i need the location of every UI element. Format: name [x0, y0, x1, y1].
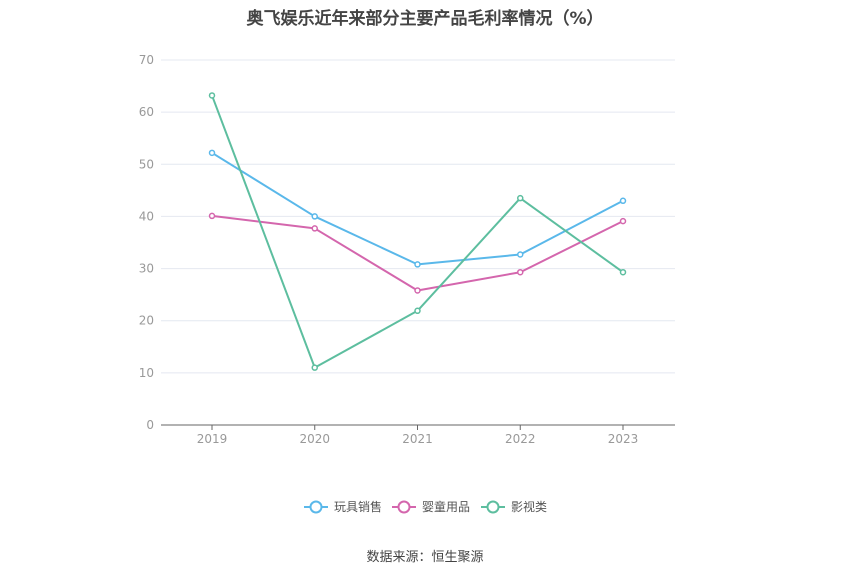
- y-tick-label: 10: [139, 366, 154, 380]
- data-point[interactable]: [311, 225, 318, 232]
- x-tick-label: 2022: [505, 432, 536, 446]
- data-point[interactable]: [208, 212, 216, 220]
- y-tick-label: 40: [139, 209, 154, 223]
- series-group: [208, 92, 627, 371]
- legend-marker-icon: [486, 500, 500, 514]
- y-tick-label: 20: [139, 314, 154, 328]
- legend-item[interactable]: 影视类: [481, 499, 547, 514]
- data-point[interactable]: [619, 268, 627, 276]
- legend-item[interactable]: 婴童用品: [392, 499, 470, 514]
- x-tick-label: 2023: [608, 432, 639, 446]
- y-tick-label: 70: [139, 53, 154, 67]
- legend-label: 玩具销售: [334, 499, 382, 514]
- legend-marker-icon: [309, 500, 323, 514]
- data-point[interactable]: [414, 307, 421, 315]
- series-3: [208, 92, 627, 371]
- series-2: [208, 212, 627, 294]
- y-axis: 0 10 20 30 40 50 60 70: [139, 53, 154, 432]
- legend-marker-icon: [397, 500, 411, 514]
- x-tick-label: 2021: [402, 432, 433, 446]
- y-tick-label: 50: [139, 157, 154, 171]
- data-point[interactable]: [517, 268, 524, 276]
- series-line: [211, 95, 624, 369]
- y-tick-label: 60: [139, 105, 154, 119]
- legend-label: 婴童用品: [422, 499, 470, 514]
- x-tick-label: 2020: [299, 432, 330, 446]
- data-point[interactable]: [414, 287, 421, 294]
- data-point[interactable]: [208, 92, 216, 99]
- data-point[interactable]: [619, 197, 627, 205]
- data-source-note: 数据来源：恒生聚源: [366, 550, 484, 565]
- x-axis: 2019 2020 2021 2022 2023: [161, 424, 675, 446]
- data-point[interactable]: [414, 261, 421, 268]
- legend[interactable]: 玩具销售 婴童用品 影视类: [304, 499, 547, 514]
- data-point[interactable]: [311, 213, 318, 220]
- data-point[interactable]: [208, 149, 216, 157]
- legend-label: 影视类: [511, 499, 547, 514]
- chart-title: 奥飞娱乐近年来部分主要产品毛利率情况（%）: [246, 9, 604, 29]
- series-1: [208, 149, 627, 268]
- grid-lines: [161, 59, 675, 374]
- data-point[interactable]: [517, 194, 524, 202]
- data-point[interactable]: [311, 364, 318, 371]
- legend-item[interactable]: 玩具销售: [304, 499, 382, 514]
- y-tick-label: 30: [139, 262, 154, 276]
- data-point[interactable]: [517, 251, 524, 258]
- x-tick-label: 2019: [197, 432, 228, 446]
- y-tick-label: 0: [146, 418, 154, 432]
- series-line: [211, 151, 624, 266]
- data-point[interactable]: [619, 217, 627, 225]
